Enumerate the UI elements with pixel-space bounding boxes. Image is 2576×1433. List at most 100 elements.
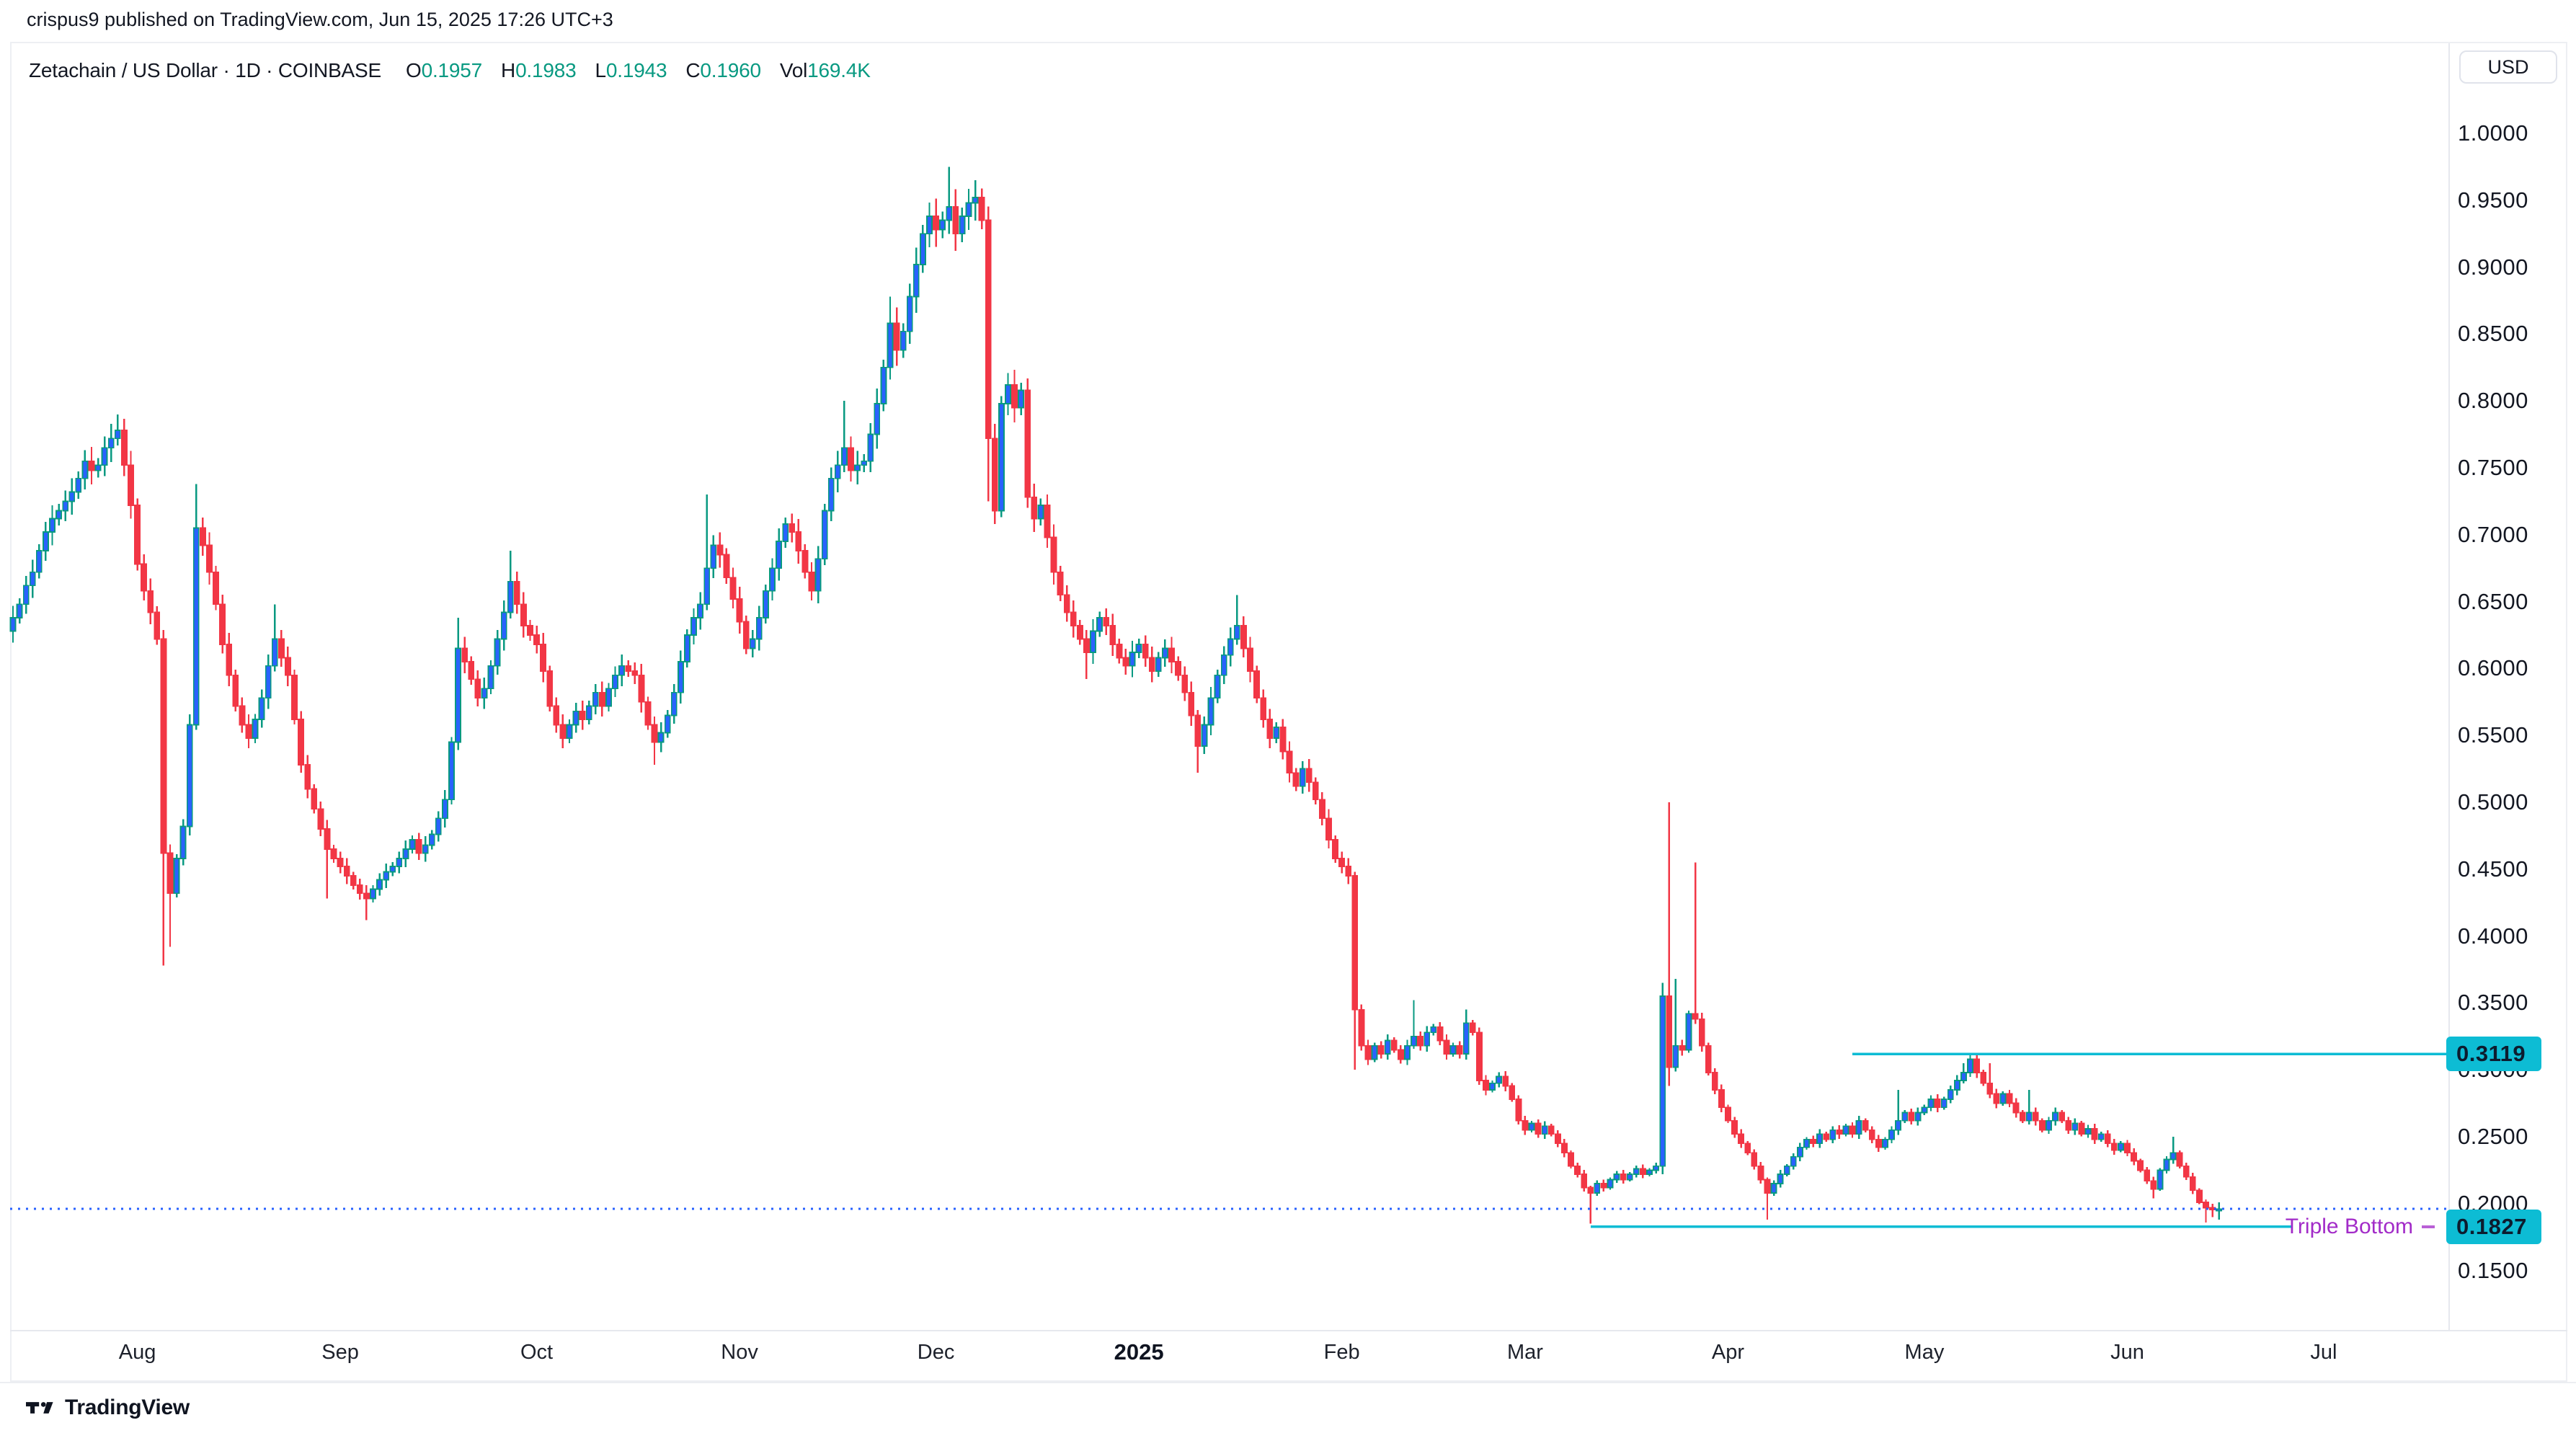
y-tick-0.3500: 0.3500 bbox=[2458, 990, 2528, 1016]
candle-body bbox=[867, 433, 874, 462]
candle-body bbox=[239, 705, 246, 726]
candle-body bbox=[219, 603, 226, 645]
candle-body bbox=[2039, 1119, 2046, 1131]
candle-body bbox=[912, 263, 920, 298]
candle-body bbox=[455, 647, 461, 743]
candle-body bbox=[2144, 1169, 2151, 1182]
candle-body bbox=[710, 544, 717, 569]
candle-body bbox=[43, 531, 49, 551]
candle-body bbox=[1135, 644, 1142, 654]
candle-body bbox=[128, 464, 134, 506]
candle-body bbox=[1659, 995, 1666, 1167]
candle-body bbox=[1240, 625, 1247, 649]
candle-body bbox=[1005, 384, 1011, 404]
candle-body bbox=[638, 674, 645, 703]
y-tick-0.6500: 0.6500 bbox=[2458, 588, 2528, 614]
currency-toggle[interactable]: USD bbox=[2459, 50, 2557, 84]
y-tick-0.9000: 0.9000 bbox=[2458, 254, 2528, 280]
candle-body bbox=[442, 799, 448, 820]
candle-body bbox=[612, 674, 618, 690]
candle-body bbox=[664, 714, 671, 734]
candle-body bbox=[1397, 1049, 1404, 1060]
candle-body bbox=[1319, 799, 1325, 820]
candle-body bbox=[1233, 625, 1240, 640]
candle-body bbox=[1247, 647, 1253, 673]
candle-body bbox=[763, 590, 769, 618]
candle-body bbox=[880, 366, 887, 404]
candle-body bbox=[389, 866, 396, 873]
candle-body bbox=[1940, 1099, 1947, 1109]
candle-body bbox=[1561, 1143, 1568, 1154]
candle-body bbox=[1535, 1122, 1542, 1135]
candle-body bbox=[1528, 1122, 1535, 1131]
candle-body bbox=[291, 674, 298, 720]
candle-body bbox=[540, 644, 547, 673]
candle-body bbox=[1207, 697, 1214, 726]
candle-body bbox=[1148, 657, 1155, 673]
candle-body bbox=[1384, 1039, 1391, 1055]
candle-body bbox=[1273, 727, 1280, 739]
candle-body bbox=[1581, 1174, 1588, 1189]
candle-body bbox=[114, 430, 121, 440]
candle-body bbox=[690, 616, 697, 636]
candle-body bbox=[2065, 1119, 2072, 1131]
candle-body bbox=[776, 541, 782, 569]
candle-body bbox=[1790, 1155, 1797, 1167]
candle-body bbox=[1116, 644, 1123, 659]
candle-body bbox=[1967, 1058, 1973, 1073]
candle-body bbox=[2176, 1152, 2183, 1167]
candle-body bbox=[1424, 1032, 1431, 1047]
candle-body bbox=[1986, 1082, 1994, 1095]
y-tick-0.6000: 0.6000 bbox=[2458, 655, 2528, 681]
month-label-2025: 2025 bbox=[1114, 1339, 1164, 1365]
candle-body bbox=[16, 603, 23, 618]
candle-body bbox=[363, 892, 370, 900]
candle-body bbox=[1908, 1112, 1915, 1122]
month-label-dec: Dec bbox=[917, 1341, 955, 1364]
candle-body bbox=[94, 464, 102, 471]
candle-body bbox=[1770, 1183, 1777, 1194]
candle-body bbox=[1927, 1099, 1935, 1109]
candle-body bbox=[324, 828, 331, 850]
month-label-apr: Apr bbox=[1711, 1341, 1745, 1364]
y-tick-0.8000: 0.8000 bbox=[2458, 388, 2528, 414]
candle-body bbox=[75, 477, 82, 493]
candle-body bbox=[376, 879, 383, 890]
candle-body bbox=[337, 858, 344, 867]
candle-body bbox=[1810, 1138, 1816, 1145]
candle-body bbox=[1574, 1165, 1581, 1175]
candle-body bbox=[1842, 1125, 1849, 1135]
candle-body bbox=[1436, 1026, 1444, 1042]
candle-body bbox=[507, 580, 514, 613]
candle-body bbox=[409, 839, 416, 850]
candle-body bbox=[801, 550, 809, 573]
candle-body bbox=[166, 852, 174, 895]
candle-body bbox=[1685, 1013, 1692, 1051]
candle-body bbox=[2091, 1127, 2098, 1140]
candle-body bbox=[939, 219, 946, 231]
candle-body bbox=[317, 808, 324, 830]
candle-body bbox=[1587, 1186, 1594, 1194]
candle-body bbox=[49, 518, 55, 533]
candle-body bbox=[553, 705, 560, 726]
candle-body bbox=[789, 523, 796, 533]
legend-c-item: C0.1960 bbox=[685, 59, 761, 81]
candle-body bbox=[2058, 1112, 2066, 1122]
candle-body bbox=[1515, 1099, 1522, 1122]
candle-body bbox=[1816, 1133, 1824, 1145]
tradingview-logo[interactable]: TradingView bbox=[26, 1396, 190, 1420]
candle-body bbox=[1934, 1099, 1941, 1109]
candle-body bbox=[1299, 768, 1306, 787]
y-tick-0.7500: 0.7500 bbox=[2458, 455, 2528, 480]
candle-body bbox=[245, 724, 252, 739]
candle-body bbox=[173, 858, 180, 895]
triple-bottom-annotation: Triple Bottom bbox=[2286, 1212, 2435, 1242]
attribution-text: crispus9 published on TradingView.com, J… bbox=[27, 9, 613, 30]
candle-body bbox=[1764, 1179, 1771, 1194]
candle-body bbox=[513, 580, 520, 605]
candle-body bbox=[874, 403, 881, 435]
candle-body bbox=[500, 611, 507, 640]
candle-body bbox=[1522, 1119, 1529, 1131]
candle-body bbox=[1777, 1174, 1784, 1184]
